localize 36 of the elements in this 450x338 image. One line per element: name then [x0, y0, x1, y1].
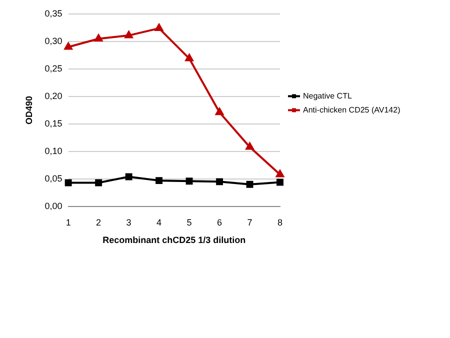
y-tick-label: 0,35 [44, 8, 62, 18]
point [124, 30, 133, 38]
point [276, 170, 284, 178]
point [186, 178, 193, 185]
y-tick-label: 0,30 [44, 36, 62, 46]
x-tick-label: 7 [247, 217, 252, 228]
x-tick-label: 5 [186, 217, 192, 228]
y-tick-label: 0,20 [44, 90, 62, 101]
y-tick-label: 0,00 [44, 200, 62, 211]
point [125, 173, 132, 180]
point [64, 42, 72, 50]
point [246, 142, 254, 150]
legend-label: Negative CTL [303, 91, 352, 100]
x-tick-label: 3 [126, 217, 132, 228]
x-tick-label: 4 [156, 217, 162, 228]
point [156, 177, 163, 184]
point [185, 54, 194, 62]
x-tick-label: 6 [217, 217, 222, 228]
point [155, 24, 164, 32]
point [215, 108, 224, 116]
point [246, 180, 254, 188]
y-tick-label: 0,25 [44, 63, 62, 74]
y-tick-label: 0,10 [44, 146, 62, 156]
point [276, 178, 284, 186]
x-tick-label: 8 [277, 217, 283, 228]
y-tick-label: 0,15 [44, 118, 62, 128]
y-tick-label: 0,05 [44, 173, 62, 184]
point [216, 178, 223, 186]
x-tick-label: 2 [96, 217, 102, 228]
x-axis-title: Recombinant chCD25 1/3 dilution [102, 235, 246, 246]
point [64, 179, 72, 186]
x-tick-label: 1 [66, 217, 71, 228]
y-axis-title: OD490 [24, 96, 34, 124]
point [95, 179, 102, 186]
point [94, 34, 103, 42]
legend-label: Anti-chicken CD25 (AV142) [303, 105, 401, 114]
